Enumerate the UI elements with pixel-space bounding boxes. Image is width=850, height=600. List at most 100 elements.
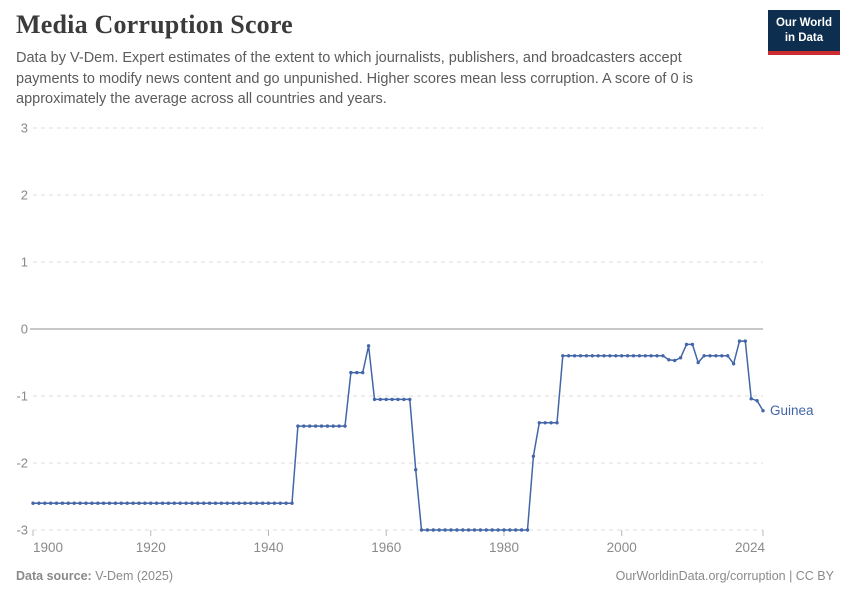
data-point[interactable] (720, 354, 724, 358)
data-point[interactable] (154, 501, 159, 505)
data-point[interactable] (466, 528, 471, 532)
data-point[interactable] (631, 354, 636, 358)
data-point[interactable] (731, 362, 736, 366)
data-point[interactable] (296, 424, 300, 428)
data-point[interactable] (255, 501, 259, 505)
data-point[interactable] (443, 528, 447, 532)
data-point[interactable] (408, 397, 412, 402)
data-point[interactable] (419, 528, 424, 532)
data-point[interactable] (602, 354, 606, 358)
data-point[interactable] (284, 501, 288, 505)
data-point[interactable] (531, 454, 536, 458)
data-point[interactable] (337, 424, 341, 428)
data-point[interactable] (402, 397, 406, 402)
data-point[interactable] (549, 421, 553, 425)
data-point[interactable] (502, 528, 506, 532)
data-point[interactable] (478, 528, 483, 532)
data-point[interactable] (143, 501, 147, 505)
data-point[interactable] (496, 528, 500, 532)
data-point[interactable] (60, 501, 65, 505)
data-point[interactable] (266, 501, 271, 505)
data-point[interactable] (366, 344, 371, 348)
data-point[interactable] (37, 501, 41, 505)
data-point[interactable] (702, 354, 706, 358)
data-point[interactable] (272, 501, 277, 505)
data-point[interactable] (90, 501, 94, 505)
data-point[interactable] (643, 354, 647, 358)
data-point[interactable] (361, 370, 365, 375)
data-point[interactable] (414, 468, 418, 472)
data-point[interactable] (637, 354, 642, 358)
data-point[interactable] (219, 501, 224, 505)
data-point[interactable] (101, 501, 106, 505)
data-point[interactable] (54, 501, 59, 505)
data-point[interactable] (755, 399, 759, 403)
data-point[interactable] (625, 354, 630, 358)
data-point[interactable] (431, 528, 435, 532)
data-point[interactable] (319, 424, 324, 428)
data-point[interactable] (190, 501, 194, 505)
data-point[interactable] (543, 421, 547, 425)
data-point[interactable] (249, 501, 253, 505)
data-point[interactable] (667, 358, 671, 362)
data-point[interactable] (708, 354, 712, 358)
data-point[interactable] (620, 354, 624, 358)
data-point[interactable] (43, 501, 47, 505)
data-point[interactable] (761, 409, 765, 413)
data-point[interactable] (472, 528, 477, 532)
data-point[interactable] (378, 397, 382, 402)
data-point[interactable] (96, 501, 100, 505)
data-point[interactable] (737, 339, 742, 343)
data-point[interactable] (113, 501, 118, 505)
data-point[interactable] (449, 528, 453, 532)
data-point[interactable] (149, 501, 153, 505)
data-point[interactable] (207, 501, 212, 505)
data-point[interactable] (131, 501, 135, 505)
data-point[interactable] (49, 501, 53, 505)
data-point[interactable] (184, 501, 188, 505)
data-point[interactable] (72, 501, 76, 505)
data-point[interactable] (514, 528, 518, 532)
data-point[interactable] (649, 354, 653, 358)
data-point[interactable] (519, 528, 524, 532)
owid-logo[interactable]: Our World in Data (767, 10, 840, 55)
data-point[interactable] (308, 424, 312, 428)
data-point[interactable] (696, 360, 700, 365)
data-point[interactable] (278, 501, 282, 505)
data-point[interactable] (437, 528, 441, 532)
data-point[interactable] (331, 424, 335, 428)
data-point[interactable] (508, 528, 512, 532)
data-point[interactable] (325, 424, 330, 428)
entity-label[interactable]: Guinea (770, 403, 814, 418)
data-point[interactable] (578, 354, 583, 358)
data-point[interactable] (555, 421, 559, 425)
data-point[interactable] (425, 528, 430, 532)
data-point[interactable] (743, 339, 747, 343)
data-point[interactable] (66, 501, 71, 505)
owid-credit-link[interactable]: OurWorldinData.org/corruption | CC BY (615, 569, 834, 583)
data-point[interactable] (726, 354, 730, 358)
data-point[interactable] (655, 354, 659, 358)
data-point[interactable] (614, 354, 618, 358)
data-point[interactable] (343, 424, 347, 428)
data-point[interactable] (484, 528, 488, 532)
data-point[interactable] (84, 501, 88, 505)
data-point[interactable] (137, 501, 141, 505)
data-point[interactable] (396, 397, 400, 402)
data-point[interactable] (590, 354, 594, 358)
data-point[interactable] (584, 354, 589, 358)
data-point[interactable] (31, 501, 35, 505)
data-point[interactable] (243, 501, 247, 505)
data-point[interactable] (684, 342, 689, 347)
data-point[interactable] (172, 501, 176, 505)
data-point[interactable] (213, 501, 218, 505)
data-point[interactable] (690, 342, 695, 347)
data-point[interactable] (661, 354, 665, 358)
data-point[interactable] (349, 370, 353, 375)
data-point[interactable] (166, 501, 171, 505)
data-point[interactable] (160, 501, 165, 505)
data-point[interactable] (714, 354, 718, 358)
data-point[interactable] (390, 397, 394, 402)
data-point[interactable] (178, 501, 182, 505)
data-point[interactable] (260, 501, 265, 505)
